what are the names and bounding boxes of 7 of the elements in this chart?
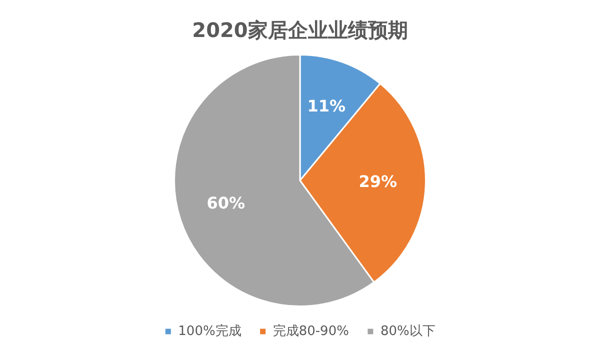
legend-label: 完成80-90% [272,322,349,339]
data-label: 60% [206,194,245,213]
data-label: 11% [307,96,346,116]
chart-title: 2020家居企业业绩预期 [192,18,408,42]
legend-label: 100%完成 [178,322,242,339]
legend-label: 80%以下 [380,324,436,339]
data-label: 29% [358,172,398,192]
